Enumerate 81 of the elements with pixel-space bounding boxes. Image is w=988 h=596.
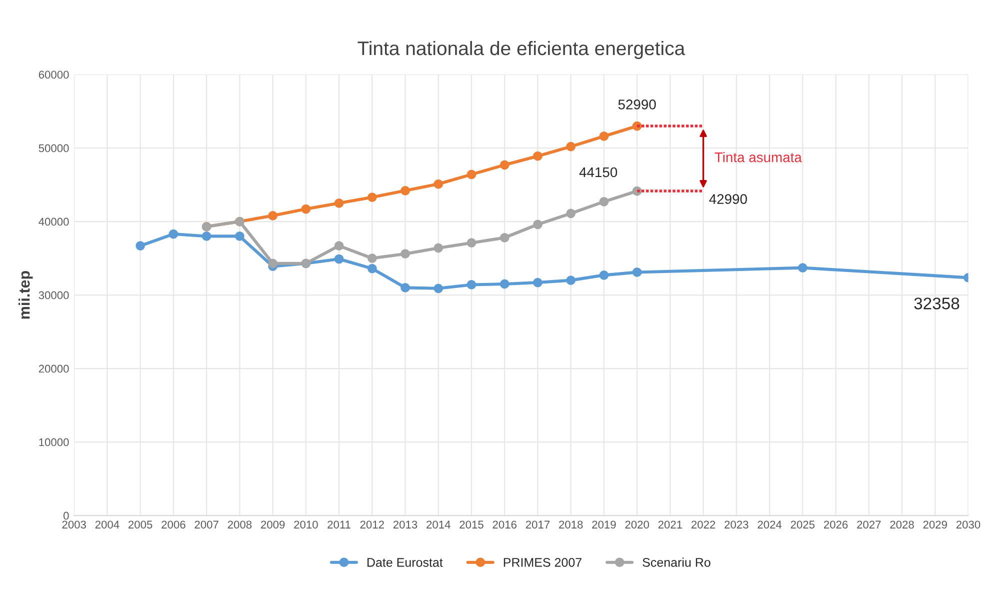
point (632, 268, 642, 277)
point (500, 279, 510, 289)
x-tick-label: 2007 (194, 520, 218, 529)
x-tick-label: 2013 (393, 520, 418, 529)
point (168, 229, 178, 239)
point (434, 243, 444, 253)
point (599, 196, 609, 206)
y-tick-label: 60000 (38, 70, 69, 79)
point (268, 210, 278, 220)
point (466, 280, 476, 290)
point (301, 204, 311, 214)
point (434, 284, 444, 294)
y-tick-label: 30000 (38, 291, 69, 300)
x-tick-label: 2016 (492, 520, 516, 529)
x-tick-label: 2010 (294, 520, 318, 529)
annotation: 52990 (618, 100, 656, 110)
x-tick-label: 2019 (592, 520, 616, 529)
x-tick-label: 2004 (95, 520, 120, 529)
point (334, 198, 344, 208)
x-tick-label: 2011 (328, 520, 350, 529)
x-tick-label: 2030 (956, 520, 980, 529)
point (566, 276, 576, 286)
point (500, 233, 510, 242)
point (234, 232, 244, 241)
x-tick-label: 2024 (758, 520, 782, 529)
legend-label: PRIMES 2007 (504, 558, 582, 567)
point (400, 249, 410, 259)
point (599, 132, 609, 141)
y-tick-label: 10000 (39, 438, 69, 446)
annotation: 42990 (709, 194, 747, 204)
point (136, 241, 146, 250)
x-tick-label: 2008 (228, 520, 252, 529)
point (533, 278, 542, 288)
point (400, 282, 410, 292)
legend-label: Scenariu Ro (642, 558, 710, 567)
x-tick-label: 2029 (923, 520, 947, 529)
x-tick-label: 2006 (162, 520, 186, 529)
x-tick-label: 2018 (559, 520, 583, 529)
point (533, 151, 542, 161)
x-tick-label: 2027 (857, 520, 881, 529)
point (466, 238, 476, 248)
x-tick-label: 2012 (360, 520, 384, 529)
point (599, 270, 609, 280)
point (268, 258, 278, 268)
y-axis-title: mii.tep (18, 271, 33, 319)
annotation: Tinta asumata (714, 152, 802, 162)
y-tick-label: 40000 (38, 218, 69, 226)
x-tick-label: 2026 (824, 520, 848, 529)
y-tick-label: 20000 (38, 364, 69, 373)
x-tick-label: 2003 (62, 520, 86, 529)
x-tick-label: 2020 (625, 520, 650, 529)
legend-label: Date Eurostat (367, 558, 443, 567)
y-tick-label: 0 (63, 512, 69, 520)
x-tick-label: 2023 (724, 520, 748, 529)
y-tick-label: 50000 (38, 144, 69, 152)
point (466, 170, 476, 180)
x-tick-label: 2014 (426, 520, 450, 529)
point (434, 179, 444, 189)
point (798, 263, 808, 273)
chart-title: Tinta nationala de eficienta energetica (358, 40, 686, 60)
x-tick-label: 2028 (890, 520, 914, 529)
point (367, 192, 377, 202)
point (566, 142, 576, 152)
x-tick-label: 2005 (128, 520, 152, 529)
point (334, 241, 344, 250)
x-tick-label: 2009 (261, 520, 285, 529)
point (202, 232, 212, 241)
point (400, 186, 410, 196)
point (533, 220, 542, 230)
point (367, 254, 377, 263)
point (500, 160, 510, 170)
x-tick-label: 2025 (790, 520, 815, 529)
x-tick-label: 2021 (658, 520, 682, 529)
point (334, 254, 344, 264)
annotation: 44150 (579, 167, 618, 178)
x-tick-label: 2015 (460, 520, 484, 529)
x-tick-label: 2022 (692, 520, 716, 529)
point (566, 208, 576, 218)
point (367, 264, 377, 274)
x-tick-label: 2017 (526, 520, 550, 529)
annotation: 32358 (914, 298, 960, 310)
